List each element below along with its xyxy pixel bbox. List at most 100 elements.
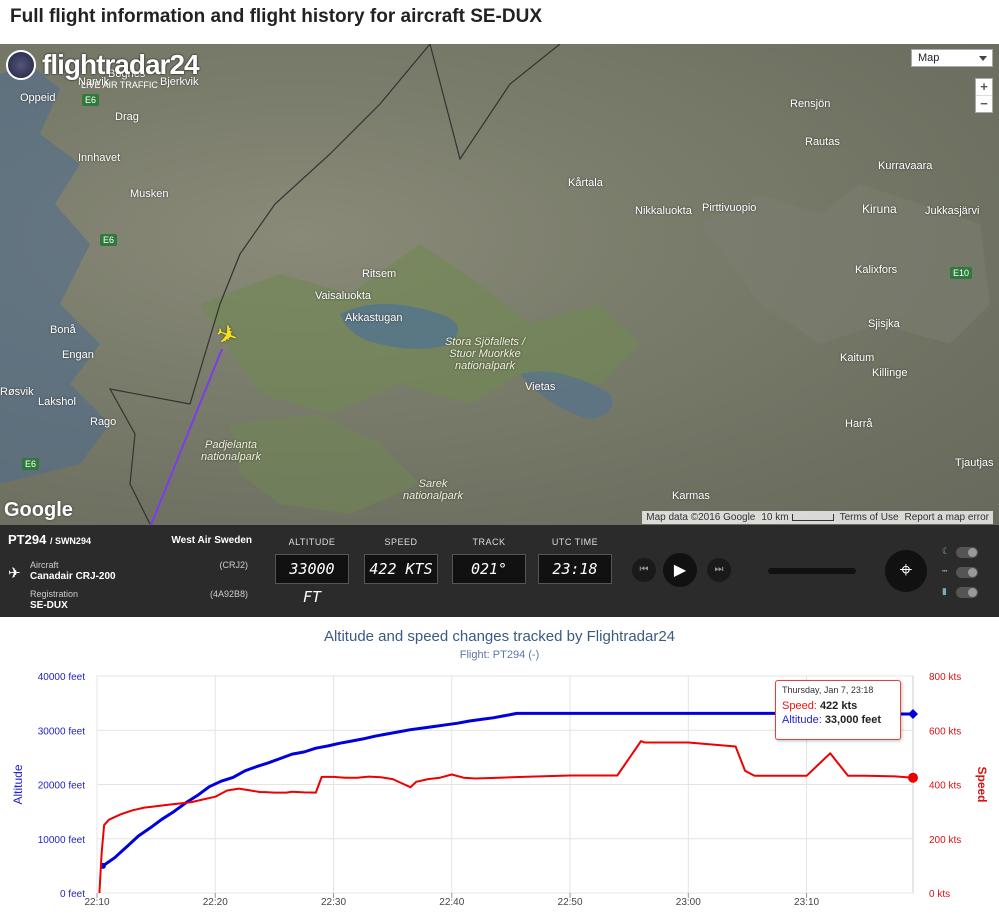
x-tick-label: 22:40 <box>439 897 464 908</box>
aircraft-type: Canadair CRJ-200 <box>30 571 116 582</box>
map-label: Rago <box>90 416 117 428</box>
series-end-marker-altitude <box>908 708 918 719</box>
callsign: PT294 / SWN294 <box>8 532 91 547</box>
map-label: Bognes <box>108 68 146 80</box>
page-title: Full flight information and flight histo… <box>10 6 542 27</box>
terms-link[interactable]: Terms of Use <box>839 512 899 523</box>
bar-chart-icon: ▮ <box>942 587 947 597</box>
y-left-tick-label: 20000 feet <box>38 781 85 792</box>
x-tick-label: 23:00 <box>676 897 701 908</box>
series-line-altitude <box>102 711 913 868</box>
map-label: Kalixfors <box>855 264 898 276</box>
map-label: Stora Sjöfallets / Stuor Muorkke nationa… <box>444 336 526 372</box>
track-readout: TRACK 021° <box>452 537 526 584</box>
map-label: Sarek nationalpark <box>403 478 463 502</box>
map-label: Pirttivuopio <box>702 202 757 214</box>
zoom-out-button[interactable]: − <box>976 95 992 112</box>
fast-forward-icon[interactable]: ⏭ <box>707 558 731 582</box>
center-map-icon[interactable]: ⌖ <box>885 550 927 592</box>
map-attribution: Map data ©2016 Google 10 km Terms of Use… <box>642 511 993 524</box>
series-end-marker-speed <box>908 772 918 783</box>
chart-toggle[interactable]: ▮ <box>942 587 978 599</box>
map-label: Lakshol <box>38 396 76 408</box>
map-label: Narvik <box>78 76 110 88</box>
road-shield: E6 <box>22 458 40 470</box>
map-label: Vietas <box>525 381 556 393</box>
night-mode-toggle[interactable]: ☾ <box>942 547 978 559</box>
x-tick-label: 22:50 <box>558 897 583 908</box>
y-right-tick-label: 400 kts <box>929 781 961 792</box>
map-label: Kurravaara <box>878 160 933 172</box>
moon-icon: ☾ <box>942 547 951 557</box>
map-label: Bjerkvik <box>160 76 199 88</box>
map-label: Røsvik <box>0 386 34 398</box>
map-label: Jukkasjärvi <box>925 205 980 217</box>
series-line-speed <box>98 740 914 894</box>
map-label: Ritsem <box>362 268 397 280</box>
chart-subtitle: Flight: PT294 (-) <box>459 649 540 661</box>
map-label: Killinge <box>872 367 908 379</box>
map-label: Tjautjas <box>955 457 994 469</box>
map-label: Innhavet <box>78 152 121 164</box>
map-label: Musken <box>130 188 169 200</box>
map-terrain <box>0 44 990 525</box>
y-right-tick-label: 600 kts <box>929 726 961 737</box>
map-label: Rensjön <box>790 98 831 110</box>
map-label: Akkastugan <box>345 312 403 324</box>
map-data-credit: Map data ©2016 Google <box>646 512 756 523</box>
flight-info: PT294 / SWN294 West Air Sweden ✈ Aircraf… <box>8 532 252 611</box>
registration-label: Registration <box>30 589 79 599</box>
map-label: Sjisjka <box>868 318 900 330</box>
x-tick-label: 22:20 <box>203 897 228 908</box>
trail-toggle[interactable]: ┅ <box>942 567 978 579</box>
map-label: Kårtala <box>568 177 603 189</box>
map-label: Harrå <box>845 418 873 430</box>
chart-tooltip: Thursday, Jan 7, 23:18 Speed: 422 kts Al… <box>775 680 901 740</box>
report-link[interactable]: Report a map error <box>904 512 989 523</box>
map-label: Padjelanta nationalpark <box>201 439 261 463</box>
y-right-tick-label: 200 kts <box>929 835 961 846</box>
airline-name: West Air Sweden <box>171 535 252 546</box>
map-label: Bonå <box>50 324 76 336</box>
tooltip-date: Thursday, Jan 7, 23:18 <box>782 685 874 695</box>
map-label: Rautas <box>805 136 840 148</box>
map-label: Oppeid <box>20 92 56 104</box>
airplane-icon: ✈ <box>8 565 21 582</box>
y-left-tick-label: 40000 feet <box>38 672 85 683</box>
rewind-icon[interactable]: ⏮ <box>632 558 656 582</box>
aircraft-label: Aircraft <box>30 560 59 570</box>
y-right-axis-label: Speed <box>975 766 989 802</box>
map-type-select[interactable]: Map <box>911 49 993 67</box>
map-label: Kaitum <box>840 352 875 364</box>
chart-title: Altitude and speed changes tracked by Fl… <box>323 628 676 645</box>
map-type-value: Map <box>918 52 940 64</box>
y-left-axis-label: Altitude <box>11 764 25 804</box>
logo-tagline: LIVE AIR TRAFFIC <box>81 80 158 90</box>
zoom-in-button[interactable]: + <box>980 79 988 94</box>
tooltip-speed: Speed: 422 kts <box>782 700 858 712</box>
x-tick-label: 22:10 <box>84 897 109 908</box>
play-icon[interactable]: ▶ <box>663 553 697 587</box>
altitude-value: 33000 FT <box>275 554 349 606</box>
flight-map[interactable]: ✈ Bognes Narvik Bjerkvik Oppeid Drag Inn… <box>0 44 999 525</box>
track-value: 021° <box>452 554 526 584</box>
tooltip-altitude: Altitude: 33,000 feet <box>782 714 882 726</box>
map-label: Drag <box>115 111 139 123</box>
time-value: 23:18 <box>538 554 612 584</box>
aircraft-code: (CRJ2) <box>219 560 249 570</box>
playback-progress[interactable] <box>768 568 856 574</box>
dash-icon: ┅ <box>942 567 948 577</box>
google-logo: Google <box>4 499 73 521</box>
road-shield: E10 <box>950 267 973 279</box>
map-label: Vaisaluokta <box>315 290 372 302</box>
registration-value: SE-DUX <box>30 600 68 611</box>
map-label: Nikkaluokta <box>635 205 692 217</box>
y-left-tick-label: 10000 feet <box>38 835 85 846</box>
y-right-tick-label: 800 kts <box>929 672 961 683</box>
flightradar24-logo[interactable]: flightradar24 LIVE AIR TRAFFIC <box>6 50 200 90</box>
altitude-readout: ALTITUDE 33000 FT <box>275 537 349 606</box>
y-left-tick-label: 30000 feet <box>38 726 85 737</box>
hex-code: (4A92B8) <box>209 589 248 599</box>
map-label: Karmas <box>672 490 710 502</box>
